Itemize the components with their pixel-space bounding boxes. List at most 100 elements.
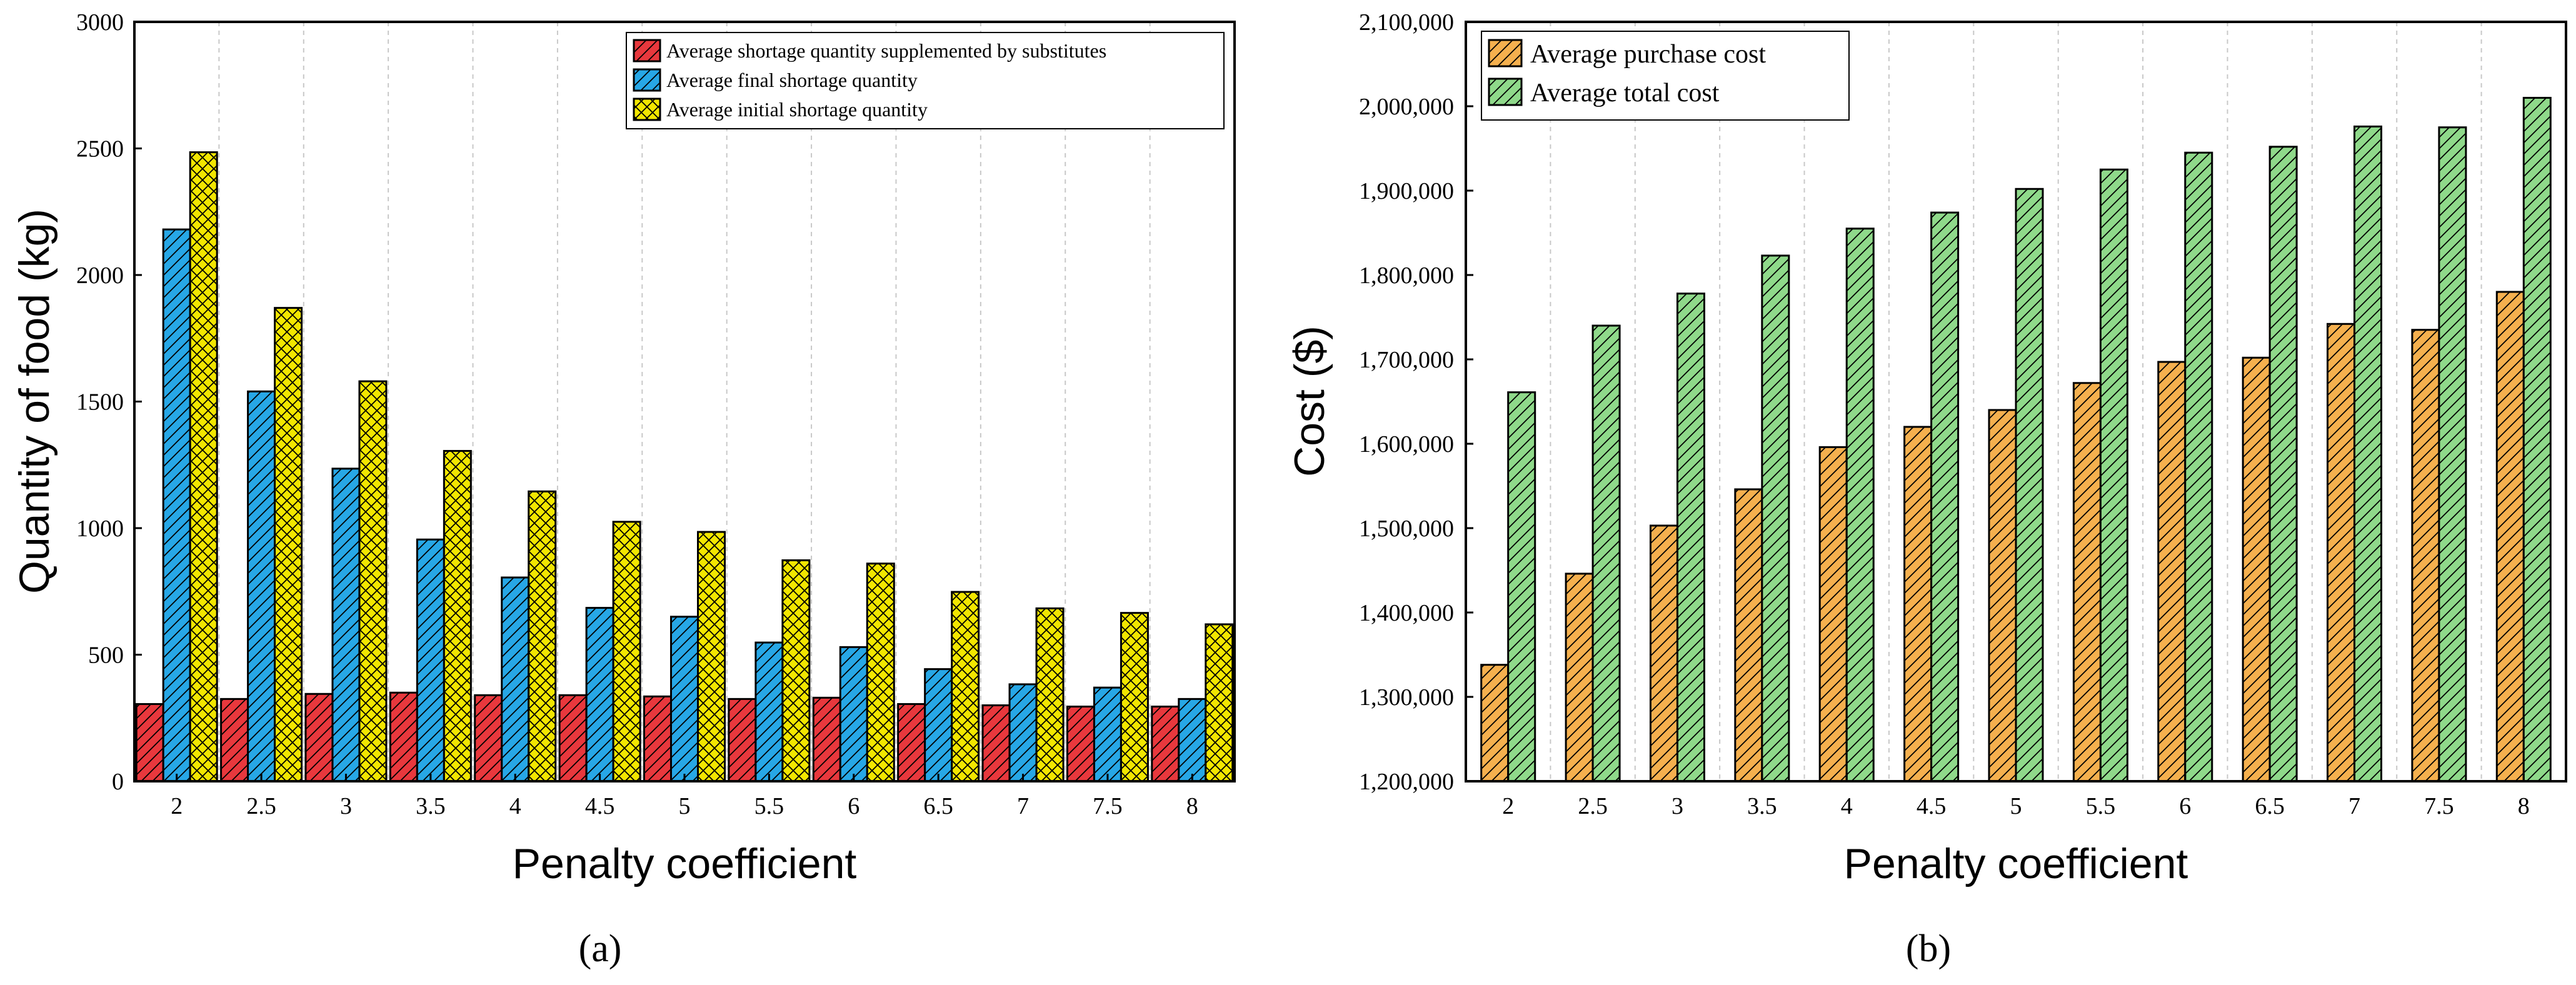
bar-average-final-shortage-quantity-3	[331, 468, 361, 782]
x-tick-label: 7	[1017, 793, 1029, 819]
y-tick-label: 2,100,000	[1359, 9, 1454, 36]
bar-average-final-shortage-quantity-7_5	[1093, 686, 1122, 782]
bar-average-total-cost-3	[1676, 292, 1705, 782]
x-tick-label: 3.5	[416, 793, 446, 819]
bar-average-shortage-quantity-supplemented-by-substitutes-8	[1151, 706, 1180, 782]
x-tick-label: 5.5	[754, 793, 784, 819]
panel-b-cost-chart: 1,200,000 1,300,000 1,400,000 1,500,000 1,60…	[1286, 9, 2567, 970]
legend-label: Average initial shortage quantity	[666, 98, 928, 121]
bar-average-final-shortage-quantity-5	[670, 616, 699, 782]
y-tick-label: 1,900,000	[1359, 178, 1454, 204]
x-tick-label: 4	[1841, 793, 1853, 819]
bar-average-shortage-quantity-supplemented-by-substitutes-5_5	[728, 698, 757, 782]
bar-average-shortage-quantity-supplemented-by-substitutes-2_5	[220, 698, 249, 782]
y-tick-label: 1,500,000	[1359, 516, 1454, 542]
x-tick-label: 3	[1671, 793, 1683, 819]
bar-average-initial-shortage-quantity-3_5	[443, 449, 472, 782]
panel-a-gridlines	[218, 22, 1151, 781]
y-tick-label: 2500	[76, 136, 124, 162]
legend-label: Average shortage quantity supplemented b…	[666, 39, 1106, 62]
bar-average-purchase-cost-3_5	[1734, 488, 1763, 782]
y-tick-label: 1,400,000	[1359, 600, 1454, 626]
legend-swatch	[633, 39, 661, 62]
bar-average-initial-shortage-quantity-6_5	[951, 591, 980, 782]
bar-average-purchase-cost-6	[2157, 361, 2187, 782]
panel-a-quantity-chart: 0 500 1000 1500 2000 2500 3000 2 2.5 3 3.5 4 4.5 5 5.…	[11, 9, 1236, 970]
y-tick-label: 1,600,000	[1359, 431, 1454, 458]
legend-swatch	[1488, 39, 1523, 68]
panel-b-y-ticks: 1,200,000 1,300,000 1,400,000 1,500,000 1,60…	[1359, 9, 1473, 795]
panel-a-label: (a)	[579, 928, 622, 970]
bar-average-shortage-quantity-supplemented-by-substitutes-7	[981, 704, 1011, 782]
bar-average-final-shortage-quantity-4_5	[585, 607, 614, 782]
panel-a-y-ticks: 0 500 1000 1500 2000 2500 3000	[76, 9, 142, 795]
y-tick-label: 0	[112, 769, 124, 795]
x-tick-label: 5	[679, 793, 691, 819]
bar-average-initial-shortage-quantity-4	[528, 490, 557, 782]
bar-average-initial-shortage-quantity-5_5	[781, 559, 811, 782]
panel-b-x-ticks: 2 2.5 3 3.5 4 4.5 5 5.5 6 6.5 7 7.5 8	[1502, 774, 2530, 819]
x-tick-label: 3.5	[1747, 793, 1777, 819]
bar-average-initial-shortage-quantity-3	[358, 380, 388, 782]
bar-average-total-cost-8	[2522, 97, 2552, 782]
x-tick-label: 7	[2348, 793, 2360, 819]
bar-average-initial-shortage-quantity-7_5	[1120, 612, 1149, 782]
bar-average-purchase-cost-4	[1818, 446, 1848, 782]
bar-average-initial-shortage-quantity-5	[697, 531, 726, 782]
bar-average-initial-shortage-quantity-8	[1205, 623, 1234, 782]
x-tick-label: 5	[2010, 793, 2022, 819]
legend-label: Average total cost	[1530, 79, 1720, 108]
legend-swatch	[1488, 78, 1523, 106]
x-tick-label: 8	[1186, 793, 1198, 819]
bar-average-final-shortage-quantity-5_5	[754, 641, 784, 782]
bar-average-shortage-quantity-supplemented-by-substitutes-3_5	[389, 691, 418, 782]
bar-average-shortage-quantity-supplemented-by-substitutes-5	[643, 695, 672, 782]
bar-average-purchase-cost-5_5	[2072, 382, 2102, 782]
panel-b-y-axis-title: Cost ($)	[1286, 326, 1333, 477]
panel-b-gridlines	[1550, 22, 2482, 781]
bar-average-purchase-cost-3	[1649, 524, 1678, 782]
bar-average-shortage-quantity-supplemented-by-substitutes-6_5	[897, 702, 926, 782]
x-tick-label: 4.5	[1917, 793, 1947, 819]
panel-a-x-ticks: 2 2.5 3 3.5 4 4.5 5 5.5 6 6.5 7 7.5 8	[171, 774, 1198, 819]
x-tick-label: 2.5	[246, 793, 276, 819]
bar-average-total-cost-6_5	[2268, 146, 2298, 782]
bar-average-final-shortage-quantity-7	[1008, 683, 1038, 782]
bar-average-purchase-cost-4_5	[1903, 426, 1933, 782]
bar-average-initial-shortage-quantity-2_5	[274, 307, 303, 782]
panel-a-legend: Average shortage quantity supplemented b…	[626, 32, 1225, 129]
panel-a-bars	[135, 151, 1234, 782]
bar-average-total-cost-5_5	[2099, 168, 2128, 782]
x-tick-label: 2	[171, 793, 183, 819]
bar-average-final-shortage-quantity-6_5	[924, 668, 953, 782]
legend-label: Average purchase cost	[1530, 40, 1766, 69]
bar-average-initial-shortage-quantity-2	[189, 151, 218, 782]
bar-average-total-cost-2	[1507, 391, 1536, 782]
panel-b-legend: Average purchase cost Average total cost	[1481, 31, 1850, 121]
x-tick-label: 4	[509, 793, 521, 819]
bar-average-total-cost-3_5	[1761, 254, 1790, 782]
bar-average-initial-shortage-quantity-4_5	[612, 521, 641, 782]
x-tick-label: 7.5	[2424, 793, 2454, 819]
bar-average-total-cost-4_5	[1930, 211, 1960, 782]
bar-average-initial-shortage-quantity-6	[866, 562, 895, 782]
bar-average-purchase-cost-7	[2327, 322, 2356, 782]
panel-b-label: (b)	[1906, 928, 1951, 970]
bar-average-shortage-quantity-supplemented-by-substitutes-3	[304, 692, 334, 782]
y-tick-label: 1,800,000	[1359, 262, 1454, 289]
bar-average-shortage-quantity-supplemented-by-substitutes-2	[135, 702, 164, 782]
y-tick-label: 2000	[76, 262, 124, 289]
bar-average-final-shortage-quantity-2_5	[247, 390, 276, 782]
y-tick-label: 2,000,000	[1359, 94, 1454, 120]
y-tick-label: 1,700,000	[1359, 347, 1454, 373]
y-tick-label: 500	[88, 642, 124, 669]
bar-average-final-shortage-quantity-8	[1178, 698, 1207, 782]
bar-average-total-cost-7	[2353, 125, 2383, 782]
x-tick-label: 3	[340, 793, 352, 819]
x-tick-label: 2.5	[1578, 793, 1608, 819]
x-tick-label: 6.5	[923, 793, 953, 819]
bar-average-total-cost-6	[2184, 151, 2213, 782]
panel-b-x-axis-title: Penalty coefficient	[1844, 840, 2188, 888]
bar-average-purchase-cost-2_5	[1565, 572, 1594, 782]
panel-b-bars	[1480, 97, 2552, 782]
